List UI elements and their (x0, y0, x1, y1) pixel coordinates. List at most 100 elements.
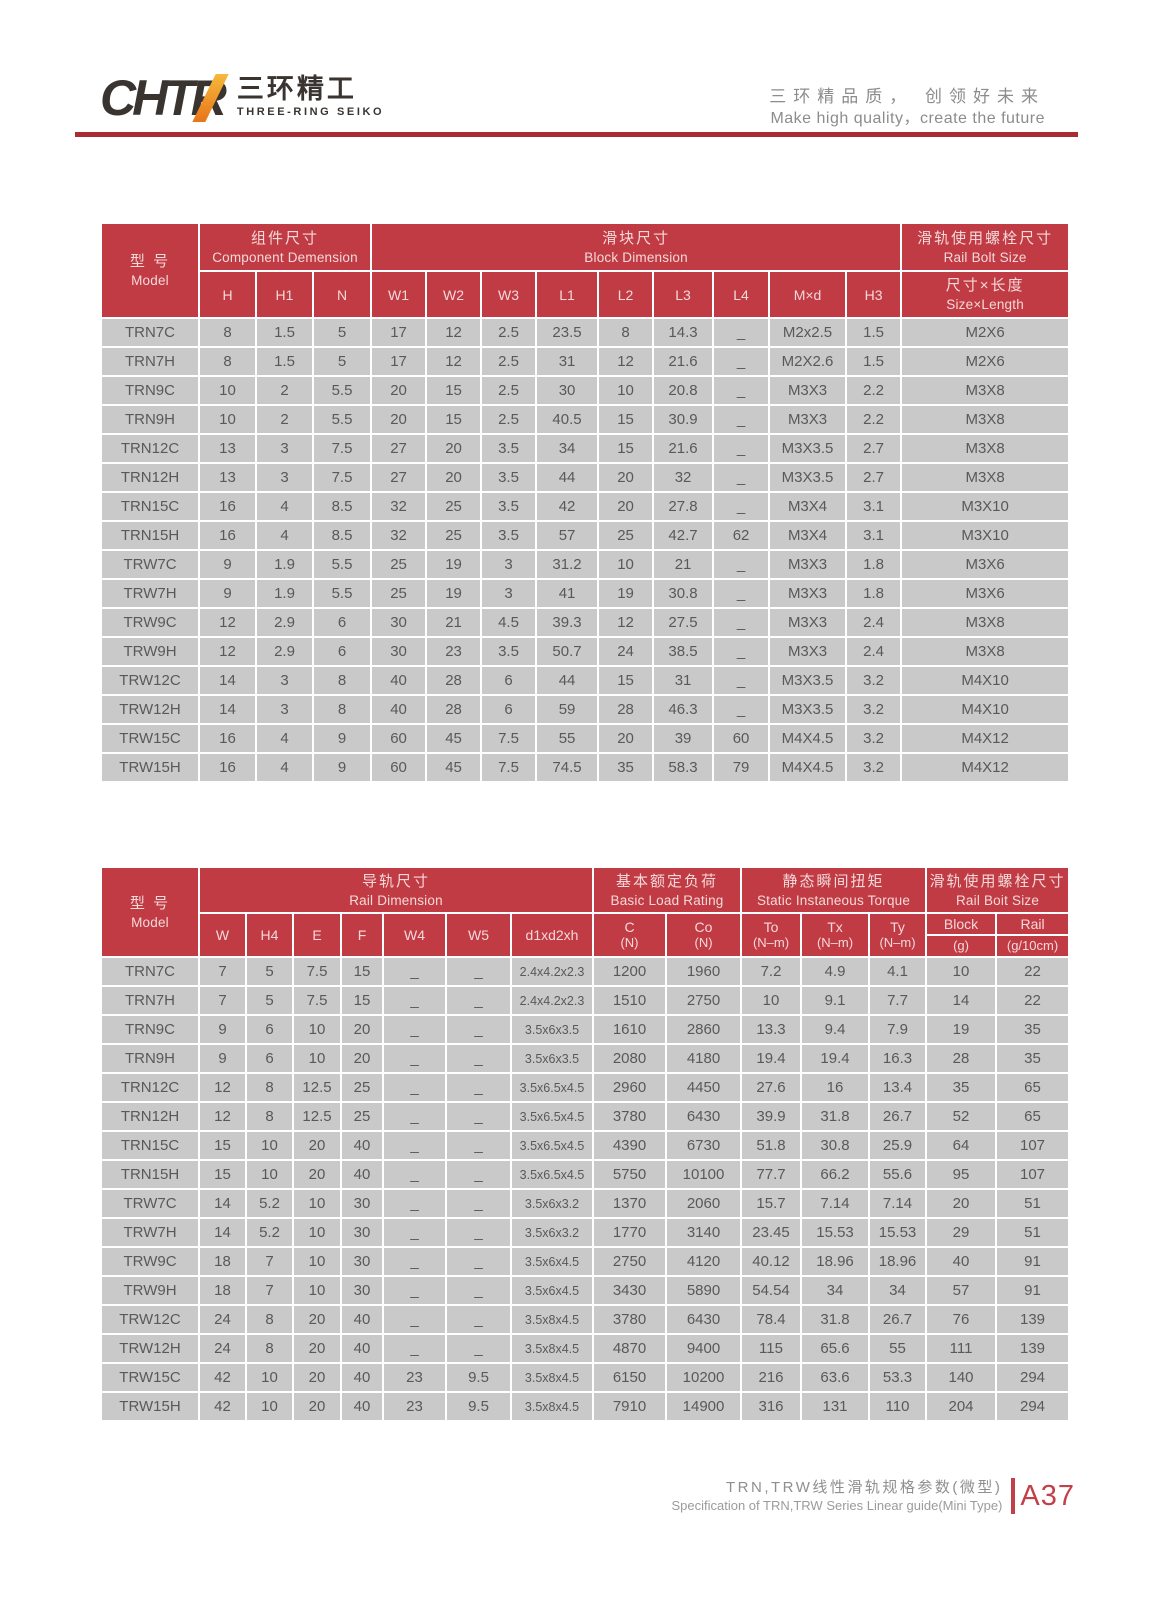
group-label-cn: 滑轨使用螺栓尺寸 (917, 229, 1054, 247)
value-cell: 13.3 (740, 1014, 803, 1045)
value-cell: 3.5x6x3.5 (510, 1014, 594, 1045)
value-cell: 62 (712, 520, 771, 551)
value-cell: 6 (311, 607, 373, 638)
value-cell: 21 (652, 549, 715, 580)
rail-dimension-group-header: 导轨尺寸 Rail Dimension (198, 866, 594, 914)
value-cell: 2.4x4.2x2.3 (510, 956, 594, 987)
value-cell: 15 (425, 375, 483, 406)
value-cell: 139 (995, 1333, 1071, 1364)
value-cell: 39.3 (535, 607, 600, 638)
value-cell: 3430 (592, 1275, 667, 1306)
value-cell: 12 (198, 1072, 247, 1103)
value-cell: _ (382, 1333, 447, 1364)
value-cell: 20 (597, 723, 655, 754)
company-slogan: 三环精品质， 创领好未来 Make high quality，create th… (769, 86, 1045, 129)
value-cell: 30.9 (652, 404, 715, 435)
value-cell: 4 (255, 752, 314, 783)
column-header-unit: (N–m) (816, 935, 854, 950)
value-cell: 12.5 (292, 1072, 342, 1103)
value-cell: M3X10 (900, 520, 1071, 551)
block-dimension-group-header: 滑块尺寸 Block Dimension (370, 222, 903, 272)
value-cell: 32 (652, 462, 715, 493)
model-cell: TRN9C (100, 375, 200, 406)
value-cell: M4X4.5 (768, 723, 848, 754)
value-cell: 1770 (592, 1217, 667, 1248)
value-cell: 18.96 (800, 1246, 871, 1277)
value-cell: M4X4.5 (768, 752, 848, 783)
group-label-cn: 基本额定负荷 (616, 872, 719, 890)
value-cell: 15.53 (868, 1217, 928, 1248)
column-header-label: Ty (890, 919, 905, 935)
value-cell: 2.5 (480, 375, 538, 406)
value-cell: 20.8 (652, 375, 715, 406)
table-row: TRN7H 7 5 7.5 15 _ _ 2.4x4.2x2.3 1510 2750 10 9.1 7.… (100, 985, 1071, 1016)
column-header: L2 (597, 270, 655, 319)
value-cell: 27.5 (652, 607, 715, 638)
value-cell: M2X2.6 (768, 346, 848, 377)
value-cell: 2060 (664, 1188, 743, 1219)
value-cell: 10 (292, 1275, 342, 1306)
value-cell: 9 (311, 752, 373, 783)
value-cell: _ (382, 1217, 447, 1248)
group-label-en: Basic Load Rating (610, 892, 724, 908)
group-label-en: Rail Dimension (349, 892, 443, 908)
value-cell: 7.2 (740, 956, 803, 987)
value-cell: 21.6 (652, 346, 715, 377)
value-cell: M3X3 (768, 607, 848, 638)
value-cell: 30 (340, 1275, 384, 1306)
footer-title-en: Specification of TRN,TRW Series Linear g… (671, 1498, 1003, 1513)
value-cell: 2.9 (255, 607, 314, 638)
value-cell: 39 (652, 723, 715, 754)
column-header: C (N) (592, 912, 667, 958)
value-cell: 2.5 (480, 404, 538, 435)
value-cell: 8.5 (311, 491, 373, 522)
size-length-en: Size×Length (946, 297, 1024, 312)
model-cell: TRW15H (100, 1391, 200, 1422)
model-cell: TRN9C (100, 1014, 200, 1045)
value-cell: 19 (425, 549, 483, 580)
model-cell: TRW9C (100, 1246, 200, 1277)
value-cell: 15 (597, 433, 655, 464)
value-cell: 27.6 (740, 1072, 803, 1103)
value-cell: 9 (198, 578, 257, 609)
value-cell: _ (712, 404, 771, 435)
value-cell: 7.7 (868, 985, 928, 1016)
value-cell: M3X3.5 (768, 433, 848, 464)
column-header: H3 (845, 270, 903, 319)
rail-dimension-table: 型 号 Model 导轨尺寸 Rail Dimension 基本额定负荷 Bas… (100, 866, 1071, 1422)
value-cell: 60 (712, 723, 771, 754)
value-cell: 6430 (664, 1101, 743, 1132)
logo-name-chinese: 三环精工 (236, 74, 357, 104)
column-header: W5 (445, 912, 512, 958)
value-cell: 40 (340, 1362, 384, 1393)
value-cell: M3X6 (900, 549, 1071, 580)
value-cell: _ (445, 1130, 512, 1161)
column-header: Co (N) (664, 912, 743, 958)
value-cell: 5.2 (245, 1188, 294, 1219)
value-cell: 3.5x6.5x4.5 (510, 1130, 594, 1161)
value-cell: 1960 (664, 956, 743, 987)
value-cell: 6 (480, 694, 538, 725)
value-cell: 2.2 (845, 404, 903, 435)
value-cell: _ (445, 1188, 512, 1219)
value-cell: 55 (868, 1333, 928, 1364)
value-cell: _ (382, 1014, 447, 1045)
value-cell: 12 (597, 607, 655, 638)
value-cell: 115 (740, 1333, 803, 1364)
value-cell: 10 (292, 1188, 342, 1219)
value-cell: M3X8 (900, 433, 1071, 464)
value-cell: 24 (198, 1333, 247, 1364)
value-cell: 26.7 (868, 1304, 928, 1335)
value-cell: 18 (198, 1275, 247, 1306)
value-cell: 9.1 (800, 985, 871, 1016)
value-cell: 110 (868, 1391, 928, 1422)
value-cell: 1.5 (255, 317, 314, 348)
value-cell: M4X12 (900, 723, 1071, 754)
value-cell: M3X3.5 (768, 694, 848, 725)
value-cell: 28 (925, 1043, 998, 1074)
column-header-label: Rail (997, 914, 1069, 936)
value-cell: 60 (370, 752, 428, 783)
value-cell: 30 (340, 1188, 384, 1219)
value-cell: 10 (245, 1362, 294, 1393)
value-cell: M3X3 (768, 549, 848, 580)
